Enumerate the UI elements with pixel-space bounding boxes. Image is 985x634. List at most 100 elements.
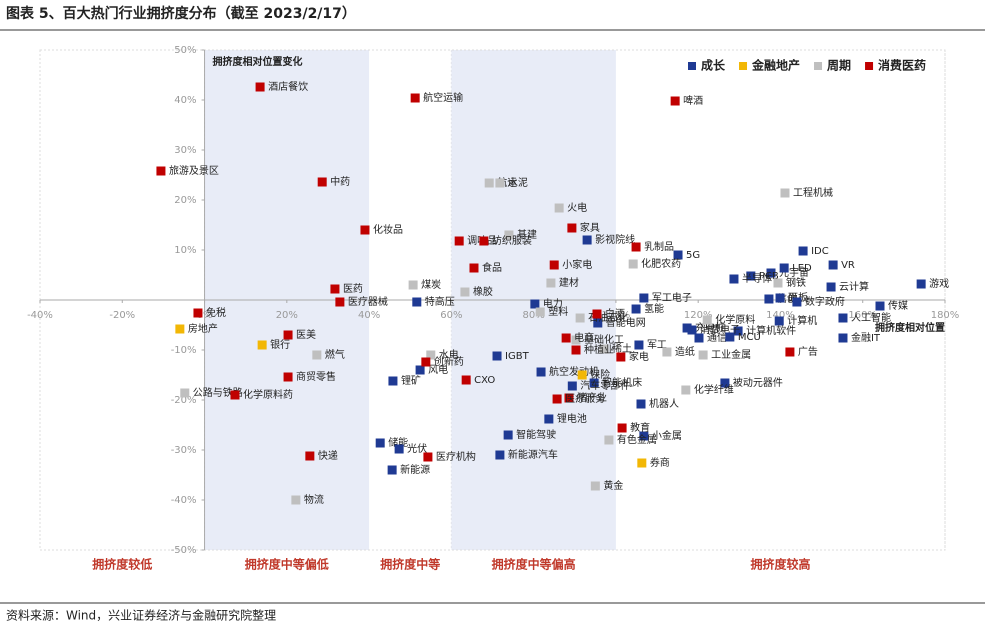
point-label: 保险 xyxy=(590,368,610,381)
point xyxy=(567,223,577,233)
point xyxy=(257,340,267,350)
point-label: 水电 xyxy=(439,348,459,361)
point-label: 智能驾驶 xyxy=(516,428,556,441)
point xyxy=(916,279,926,289)
point-label: 被动元器件 xyxy=(733,376,783,389)
point-label: 医美 xyxy=(296,328,316,341)
point-label: 锂电池 xyxy=(557,412,587,425)
point-label: 云计算 xyxy=(839,280,869,293)
point xyxy=(317,177,327,187)
zone-label: 拥挤度中等偏高 xyxy=(492,557,576,572)
point xyxy=(780,188,790,198)
source: 资料来源：Wind，兴业证券经济与金融研究院整理 xyxy=(6,608,276,623)
point xyxy=(571,345,581,355)
point xyxy=(536,367,546,377)
point xyxy=(729,274,739,284)
point-label: 计算机软件 xyxy=(746,324,796,337)
chart-title: 图表 5、百大热门行业拥挤度分布（截至 2023/2/17） xyxy=(6,5,356,22)
x-tick-label: 20% xyxy=(276,310,298,321)
point xyxy=(291,495,301,505)
point xyxy=(775,293,785,303)
point xyxy=(681,385,691,395)
point xyxy=(283,330,293,340)
point-label: 建材 xyxy=(559,276,579,289)
point xyxy=(631,242,641,252)
point xyxy=(746,271,756,281)
zone-label: 拥挤度中等偏低 xyxy=(245,557,329,572)
y-tick-label: -50% xyxy=(171,545,197,556)
point-label: 电力 xyxy=(543,297,563,310)
point-label: 酒店餐饮 xyxy=(268,80,308,93)
point xyxy=(628,259,638,269)
point-label: 氢能 xyxy=(644,302,664,315)
point-label: 啤酒 xyxy=(683,95,703,107)
point-label: 教育 xyxy=(630,421,650,434)
point-label: 券商 xyxy=(650,456,670,469)
point-label: 金融IT xyxy=(851,331,881,344)
point-label: 黄金 xyxy=(603,479,623,492)
point xyxy=(637,458,647,468)
point-label: IGBT xyxy=(505,351,530,362)
point-label: 燃气 xyxy=(325,348,345,361)
point-label: 新能源 xyxy=(400,463,430,476)
point-label: 煤炭 xyxy=(421,278,441,291)
point xyxy=(544,414,554,424)
point xyxy=(230,390,240,400)
point xyxy=(255,82,265,92)
point xyxy=(838,333,848,343)
x-tick-label: 40% xyxy=(358,310,380,321)
point-label: 特高压 xyxy=(425,295,455,308)
point-label: 快递 xyxy=(318,449,338,462)
y-annotation: 拥挤度相对位置变化 xyxy=(213,55,303,68)
point-label: 计算机 xyxy=(787,314,817,327)
legend-label: 消费医药 xyxy=(878,58,926,73)
point xyxy=(590,481,600,491)
point xyxy=(785,347,795,357)
point-label: 家具 xyxy=(580,221,600,234)
point xyxy=(673,250,683,260)
point-label: MCU xyxy=(738,332,761,343)
point xyxy=(698,350,708,360)
point-label: 智能电网 xyxy=(606,316,646,329)
point-label: 物流 xyxy=(304,493,324,506)
point xyxy=(582,235,592,245)
point-label: 人工智能 xyxy=(851,311,891,324)
point xyxy=(634,340,644,350)
point-label: 塑料 xyxy=(548,305,568,318)
point-label: 传媒 xyxy=(888,300,908,312)
point xyxy=(388,376,398,386)
point xyxy=(733,326,743,336)
point xyxy=(394,444,404,454)
point-label: 新能源汽车 xyxy=(508,448,558,461)
x-tick-label: -20% xyxy=(109,310,135,321)
point-label: 游戏 xyxy=(929,277,949,290)
point xyxy=(764,294,774,304)
y-tick-label: -30% xyxy=(171,445,197,456)
point-label: 创新药 xyxy=(434,355,464,368)
point-label: 通信 xyxy=(707,332,727,344)
point xyxy=(495,178,505,188)
x-tick-label: 180% xyxy=(931,310,960,321)
x-tick-label: 120% xyxy=(684,310,713,321)
point xyxy=(575,313,585,323)
point-label: 航空运输 xyxy=(423,91,463,104)
point-label: IDC xyxy=(811,246,829,257)
point-label: 火电 xyxy=(567,201,587,214)
point-label: 军工 xyxy=(647,339,667,351)
point xyxy=(530,299,540,309)
y-tick-label: -20% xyxy=(171,395,197,406)
point xyxy=(826,282,836,292)
zone-label: 拥挤度较低 xyxy=(92,557,152,572)
point xyxy=(593,318,603,328)
point xyxy=(330,284,340,294)
point-label: 医疗器械 xyxy=(348,295,388,308)
point xyxy=(426,350,436,360)
point xyxy=(415,365,425,375)
point-label: 智能机床 xyxy=(602,376,642,389)
point xyxy=(461,375,471,385)
point xyxy=(564,393,574,403)
point-label: 影视院线 xyxy=(595,233,635,246)
point xyxy=(552,394,562,404)
point xyxy=(670,96,680,106)
point-label: 房地产 xyxy=(188,322,218,335)
